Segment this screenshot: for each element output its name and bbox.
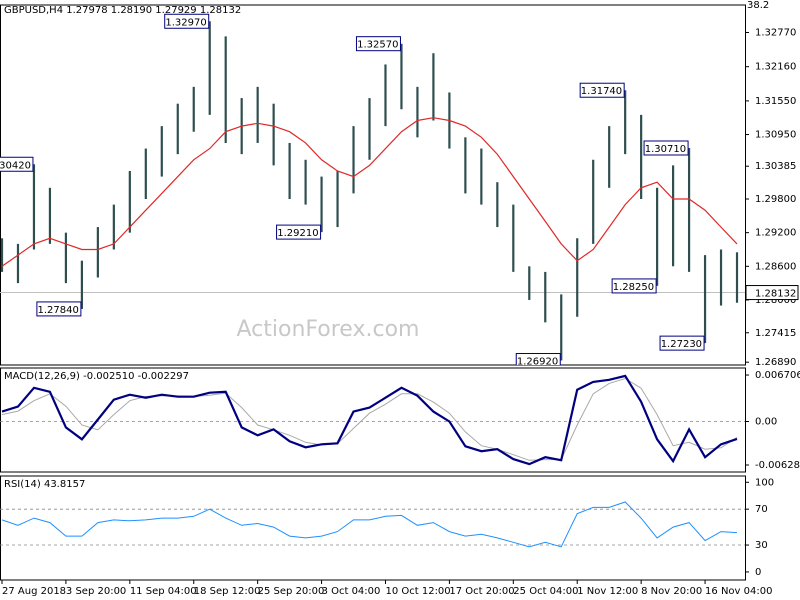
annotation-label: 1.26920	[517, 357, 558, 368]
annotation-label: 1.32570	[357, 40, 398, 51]
current-price-label: 1.28132	[755, 289, 796, 300]
x-tick-label: 25 Sep 20:00	[258, 586, 325, 597]
y-tick-label: 1.29200	[755, 228, 796, 239]
annotation-box	[164, 13, 210, 29]
fib-label: 38.2	[747, 0, 769, 11]
current-price-box	[745, 285, 799, 301]
y-tick-label: 70	[755, 504, 768, 515]
annotation-label: 1.30420	[0, 160, 31, 171]
y-tick-label: 30	[755, 540, 768, 551]
panel-title: GBPUSD,H4 1.27978 1.28190 1.27929 1.2813…	[4, 5, 241, 16]
y-tick-label: 0.006706	[755, 370, 800, 381]
x-tick-label: 10 Oct 12:00	[385, 586, 450, 597]
annotation-box	[579, 82, 625, 98]
panel-title: MACD(12,26,9) -0.002510 -0.002297	[4, 371, 189, 382]
y-tick-label: 1.28600	[755, 261, 796, 272]
y-tick-label: 1.30950	[755, 130, 796, 141]
annotation-label: 1.27840	[38, 305, 79, 316]
line	[1, 117, 738, 267]
annotation-box	[515, 353, 561, 365]
annotation-box	[643, 140, 689, 156]
x-tick-label: 3 Oct 04:00	[322, 586, 381, 597]
y-tick-label: 1.28000	[755, 295, 796, 306]
y-tick-label: 1.30385	[755, 161, 796, 172]
x-tick-label: 8 Nov 20:00	[641, 586, 702, 597]
x-tick-label: 1 Nov 12:00	[577, 586, 638, 597]
annotation-box	[36, 301, 82, 317]
y-tick-label: 1.31550	[755, 96, 796, 107]
plot: 1.30420 1.27840 1.32970 1.29210 1.32570 1.269…	[0, 13, 745, 368]
annotation-box	[611, 278, 657, 294]
panel-title: RSI(14) 43.8157	[4, 479, 85, 490]
line	[1, 377, 738, 461]
y-tick-label: 0.00	[755, 416, 777, 427]
plot	[1, 374, 738, 466]
x-tick-label: 11 Sep 04:00	[130, 586, 197, 597]
annotation-label: 1.32970	[165, 17, 206, 28]
y-tick-label: 1.32770	[755, 27, 796, 38]
annotation-label: 1.30710	[645, 144, 686, 155]
line	[1, 501, 738, 548]
x-tick-label: 25 Oct 04:00	[513, 586, 578, 597]
panel-frame	[0, 475, 746, 581]
y-tick-label: -0.00628	[755, 460, 800, 471]
annotation-label: 1.28250	[613, 282, 654, 293]
annotation-box	[276, 224, 322, 240]
annotation-box	[355, 36, 401, 52]
annotation-box	[659, 335, 705, 351]
y-tick-label: 0	[755, 567, 761, 578]
y-tick-label: 1.27415	[755, 328, 796, 339]
y-tick-label: 1.26890	[755, 357, 796, 368]
annotation-label: 1.31740	[581, 86, 622, 97]
x-tick-label: 18 Sep 12:00	[194, 586, 261, 597]
watermark: ActionForex.com	[237, 317, 420, 342]
x-tick-label: 3 Sep 20:00	[66, 586, 126, 597]
y-tick-label: 1.29800	[755, 194, 796, 205]
annotation-label: 1.29210	[277, 228, 318, 239]
plot	[1, 501, 738, 548]
x-tick-label: 16 Nov 04:00	[705, 586, 772, 597]
y-tick-label: 1.32160	[755, 62, 796, 73]
line	[1, 374, 738, 466]
panel-frame	[0, 4, 746, 366]
annotation-label: 1.27230	[661, 339, 702, 350]
x-tick-label: 27 Aug 2018	[2, 586, 66, 597]
x-tick-label: 17 Oct 20:00	[449, 586, 514, 597]
panel-frame	[0, 367, 746, 473]
annotation-box	[0, 156, 34, 172]
y-tick-label: 100	[755, 477, 774, 488]
